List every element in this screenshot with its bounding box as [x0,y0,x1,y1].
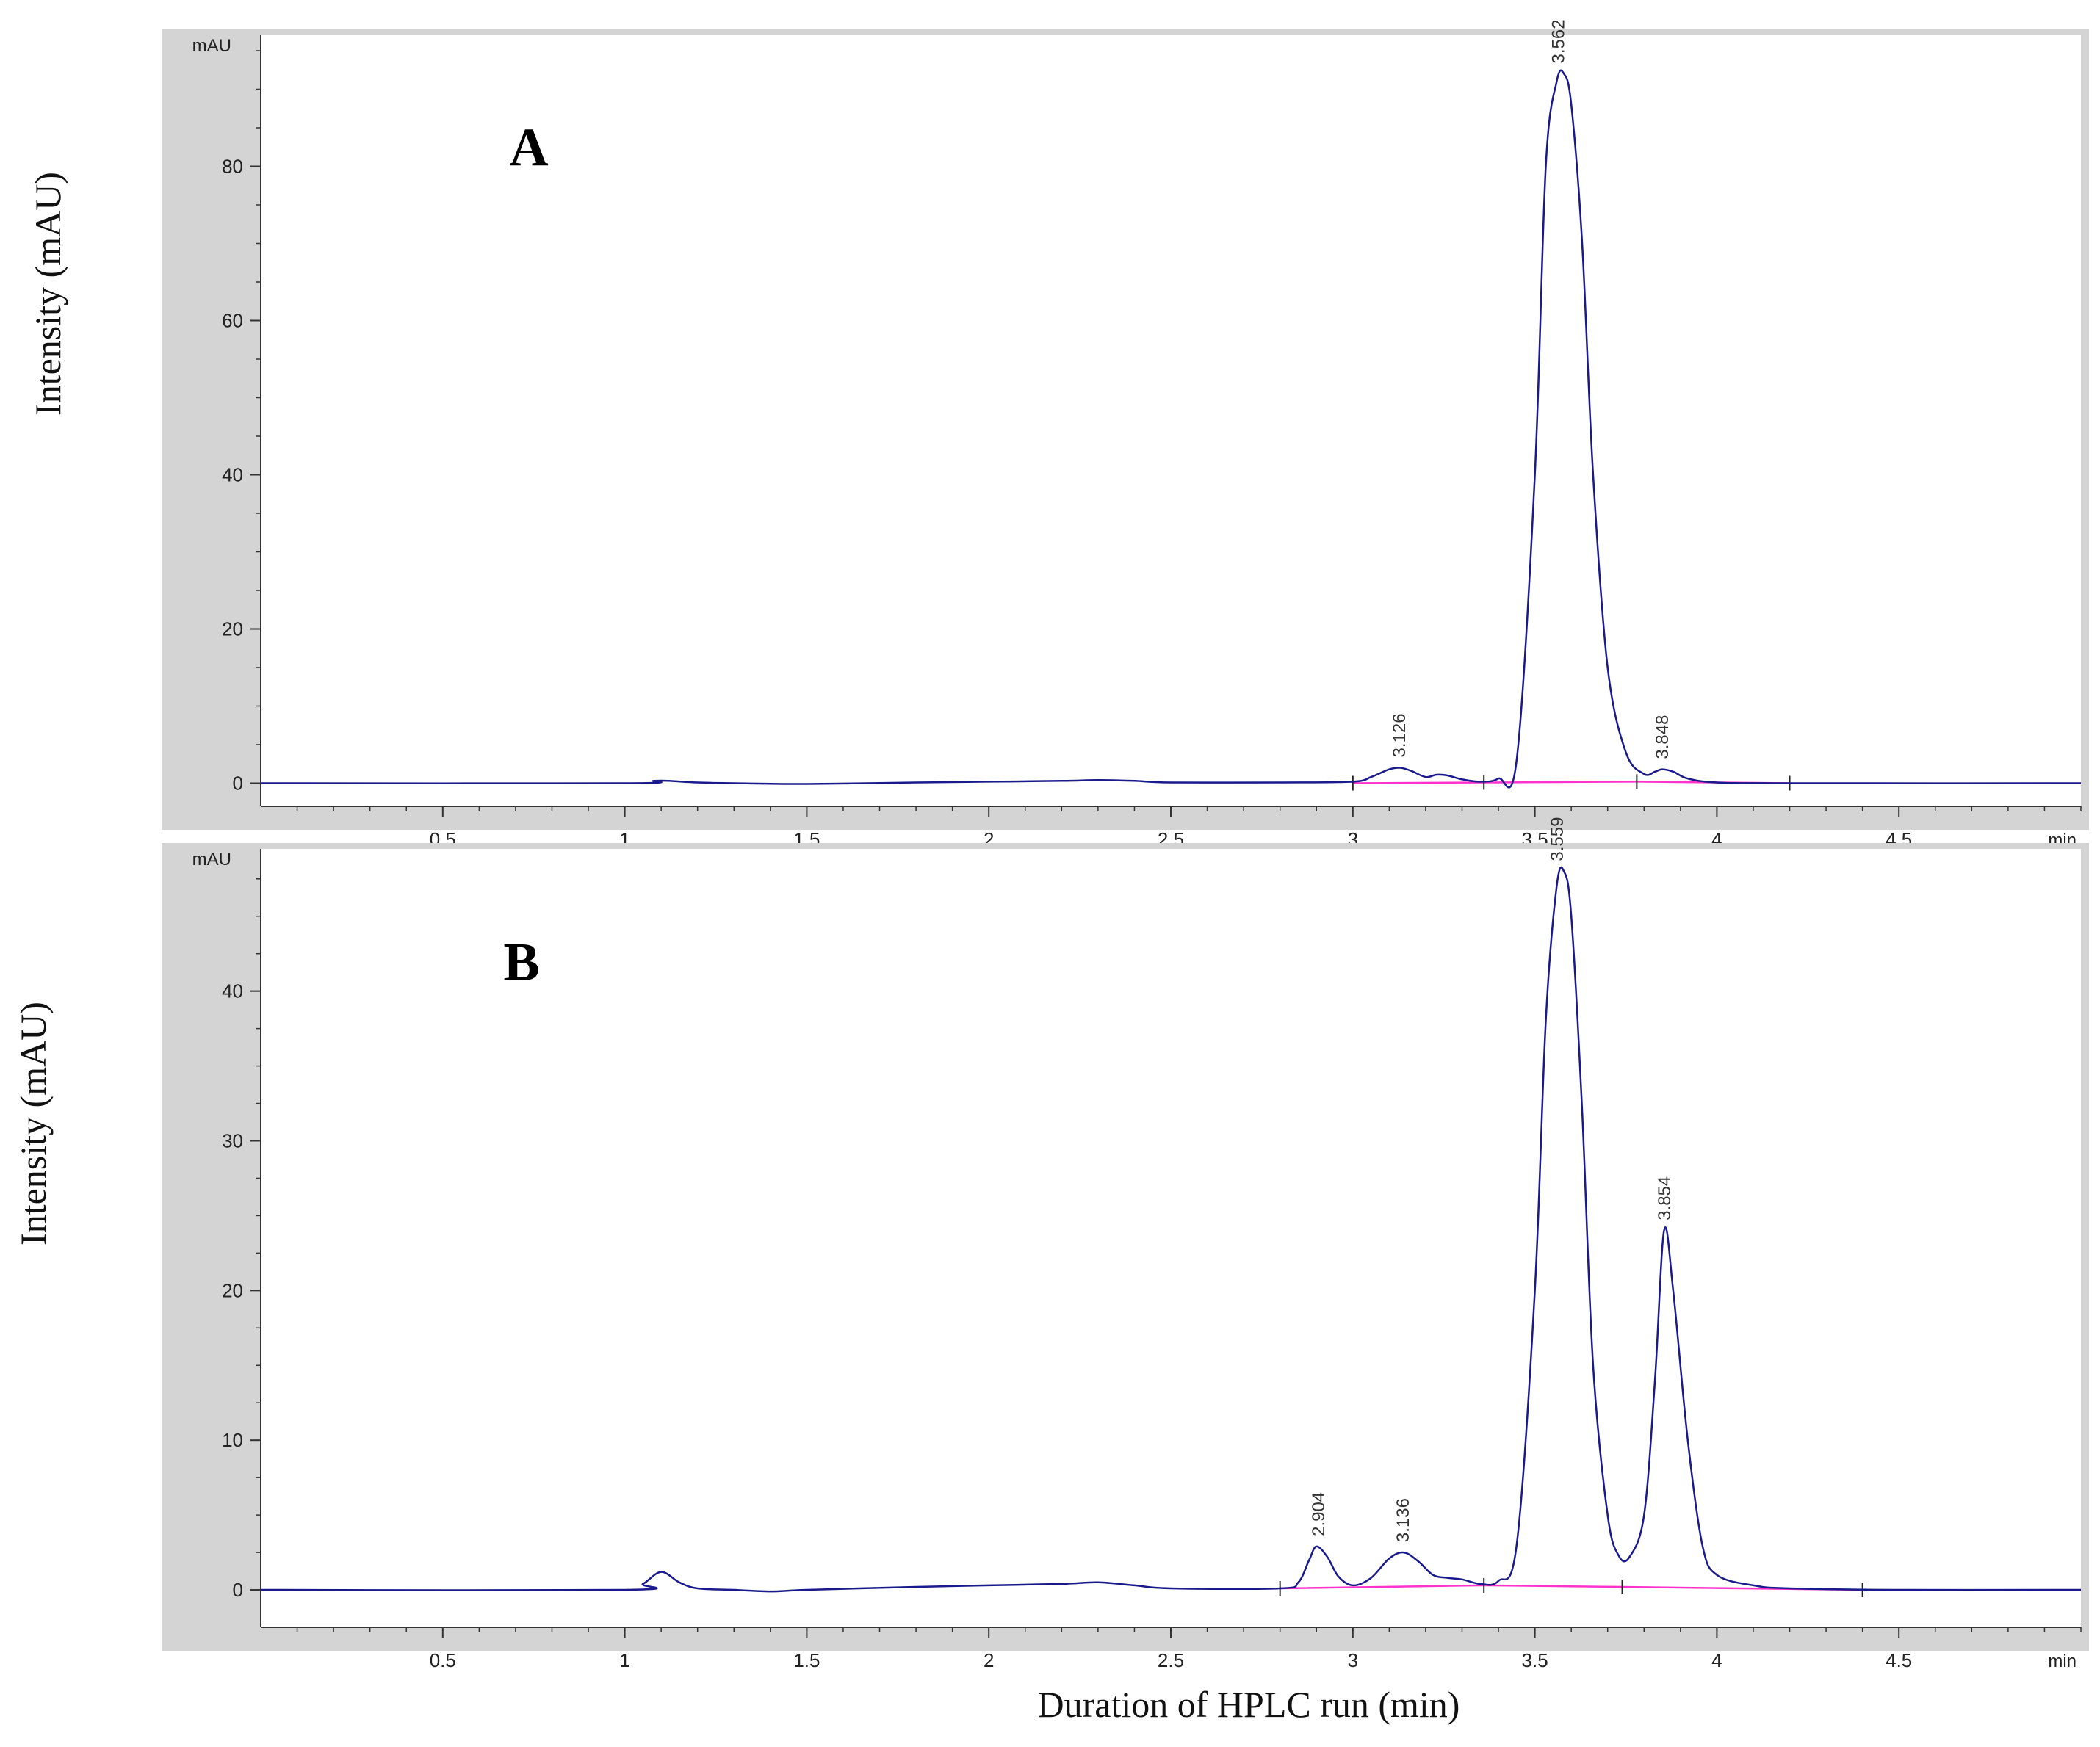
panel-b-letter: B [503,933,539,993]
panel-b: 0 10 20 30 40 mAU 0.5 1 1.5 2 2.5 3 3.5 4 4.5 min 2.904 3… [162,817,2089,1671]
panel-b-integration-baseline [1280,1584,1863,1591]
panel-b-peak-label: 3.136 [1393,1498,1413,1542]
panel-b-y-tick-label: 40 [222,980,243,1002]
panel-b-x-tick-label: 2 [984,1649,994,1671]
panel-b-chromatogram-line [260,866,2082,1593]
panel-b-x-tick-label: 1 [619,1649,629,1671]
panel-b-x-tick-label: 4 [1711,1649,1722,1671]
panel-a-y-tick-label: 20 [222,618,243,640]
panel-a-y-tick-label: 40 [222,464,243,486]
panel-b-y-tick-label: 10 [222,1429,243,1451]
y-axis-title-bottom: Intensity (mAU) [12,1002,54,1245]
panel-b-x-tick-label: 0.5 [430,1649,456,1671]
panel-b-x-tick-label: 3.5 [1522,1649,1548,1671]
panel-b-plot-area [261,849,2081,1627]
panel-b-x-unit: min [2048,1652,2076,1671]
panel-a-y-tick-label: 80 [222,156,243,178]
panel-b-x-tick-label: 2.5 [1158,1649,1184,1671]
y-axis-title-top: Intensity (mAU) [27,172,68,416]
panel-a-letter: A [509,117,548,178]
panel-a-peak-label: 3.562 [1548,19,1568,63]
x-axis-title: Duration of HPLC run (min) [1038,1684,1460,1725]
panel-b-y-unit: mAU [192,850,231,869]
panel-a-peak-label: 3.848 [1653,715,1673,759]
panel-b-x-tick-label: 4.5 [1886,1649,1912,1671]
panel-a-y-tick-label: 60 [222,310,243,332]
panel-a-plot-area [261,35,2081,806]
panel-b-peak-label: 3.854 [1655,1176,1675,1220]
panel-a-peak-label: 3.126 [1390,713,1410,757]
panel-a-chromatogram-line [260,69,2082,789]
panel-b-x-tick-label: 3 [1348,1649,1358,1671]
panel-b-y-tick-label: 30 [222,1130,243,1152]
panel-b-x-tick-label: 1.5 [793,1649,820,1671]
panel-a-y-tick-label: 0 [233,773,243,795]
panel-b-peak-label: 3.559 [1548,817,1567,861]
panel-b-peak-label: 2.904 [1309,1492,1329,1536]
panel-b-y-tick-label: 0 [233,1579,243,1601]
panel-b-y-tick-label: 20 [222,1279,243,1301]
panel-a-y-unit: mAU [192,36,231,56]
